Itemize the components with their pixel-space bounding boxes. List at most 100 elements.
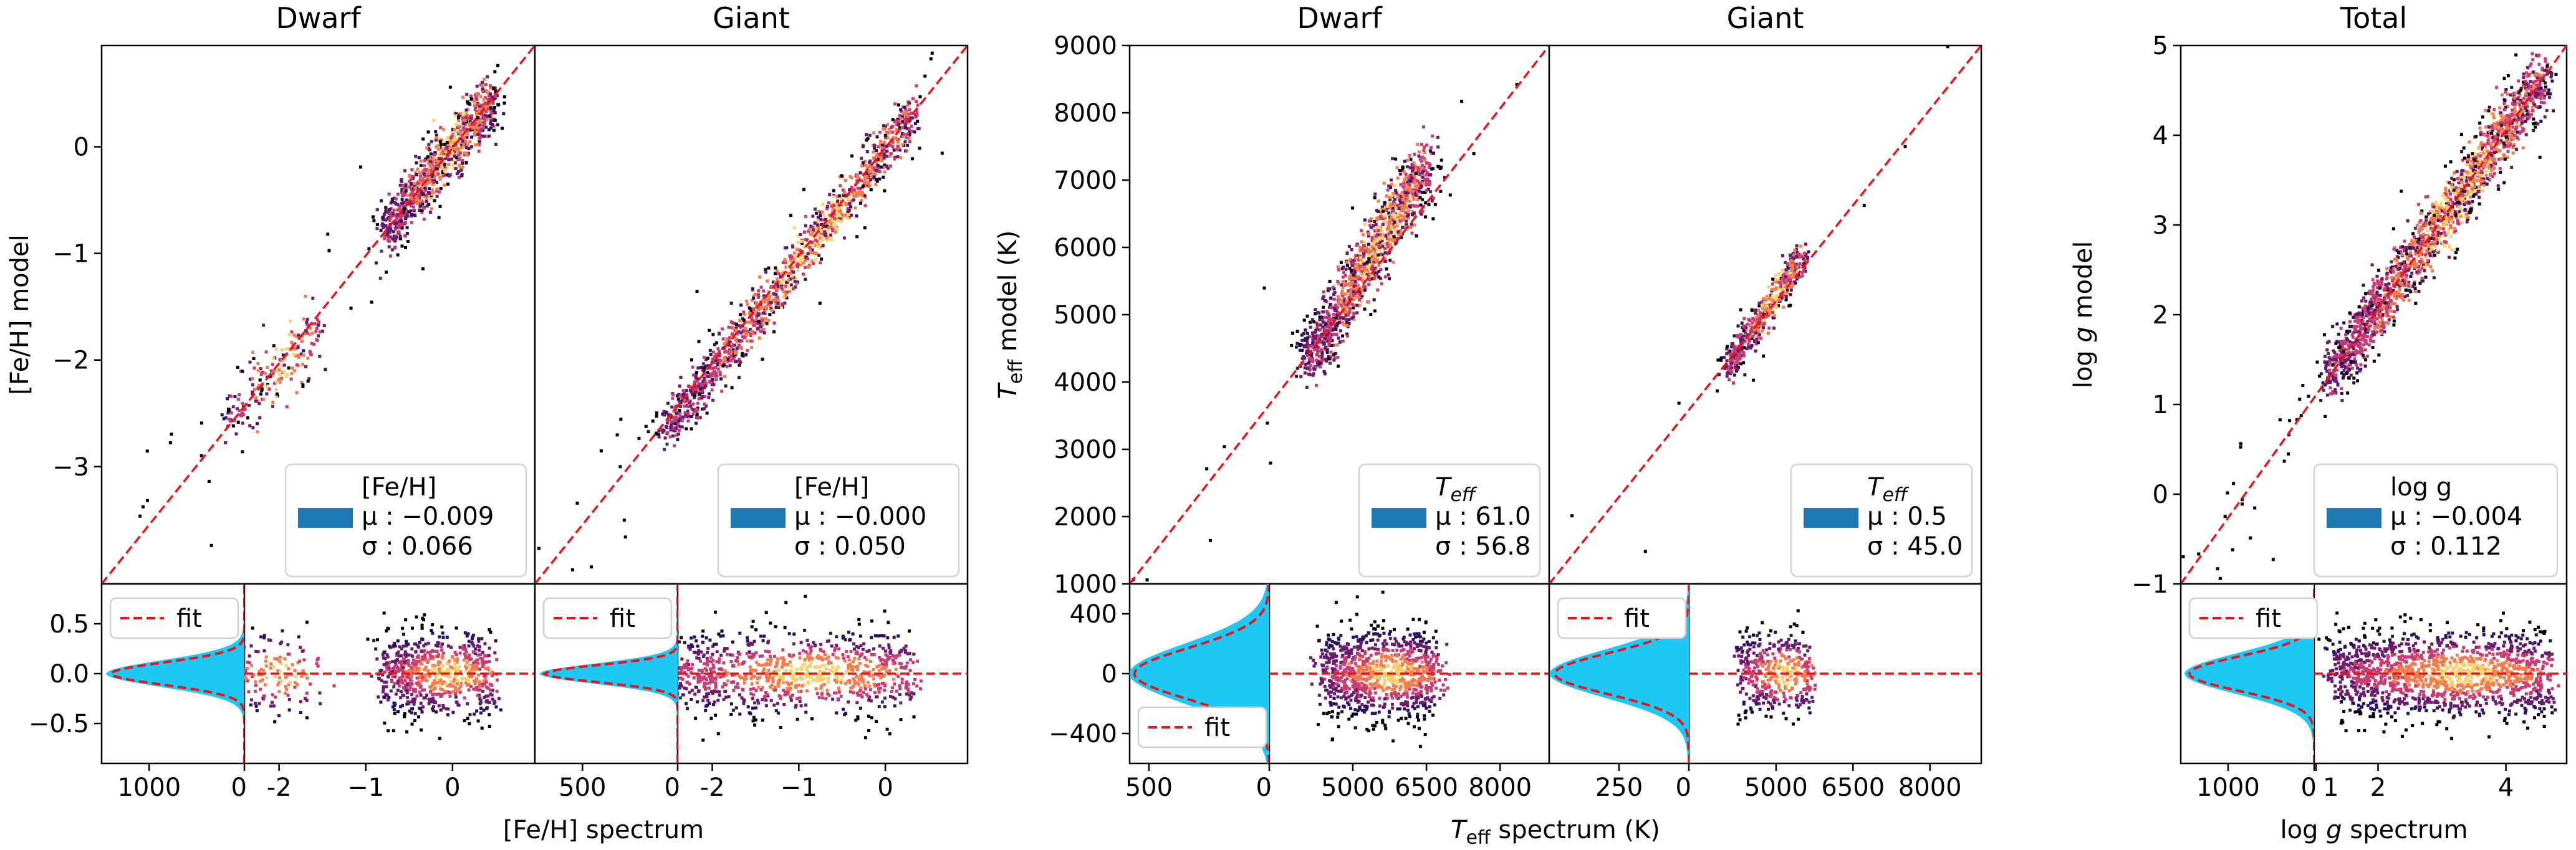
outlier-point <box>493 70 497 74</box>
scatter-point <box>478 136 482 140</box>
scatter-point <box>473 131 476 135</box>
scatter-point <box>1429 190 1433 194</box>
scatter-point <box>487 106 491 110</box>
scatter-point <box>392 196 396 200</box>
scatter-point <box>883 125 887 128</box>
scatter-point <box>765 298 769 302</box>
residual-point <box>678 631 679 634</box>
scatter-point <box>403 221 407 224</box>
scatter-point <box>728 340 732 344</box>
scatter-point <box>875 178 878 181</box>
scatter-point <box>438 204 442 208</box>
scatter-point <box>447 163 451 166</box>
residual-point <box>392 729 395 733</box>
scatter-point <box>464 146 468 150</box>
residual-point <box>275 657 279 661</box>
residual-point <box>759 688 763 692</box>
scatter-point <box>1314 312 1317 315</box>
scatter-point <box>434 167 438 171</box>
scatter-point <box>443 183 446 187</box>
residual-point <box>729 653 733 657</box>
scatter-point <box>800 242 804 246</box>
residual-point <box>277 680 281 684</box>
residual-point <box>678 684 681 688</box>
residual-point <box>272 704 276 708</box>
scatter-point <box>850 194 854 198</box>
residual-point <box>411 654 415 658</box>
residual-point <box>406 642 410 646</box>
residual-point <box>690 643 693 647</box>
scatter-point <box>699 387 703 391</box>
residual-point <box>859 644 863 647</box>
outlier-point <box>619 418 623 421</box>
scatter-point <box>384 208 388 211</box>
residual-point <box>405 691 409 695</box>
scatter-point <box>723 356 726 360</box>
panel-title: Giant <box>713 1 790 35</box>
legend-label: [Fe/H] <box>362 473 436 502</box>
residual-point <box>408 709 411 713</box>
scatter-point <box>914 115 918 119</box>
scatter-point <box>678 409 681 413</box>
scatter-point <box>733 343 736 347</box>
scatter-point <box>825 207 829 211</box>
scatter-point <box>1325 348 1329 351</box>
scatter-point <box>822 236 825 239</box>
scatter-point <box>822 225 826 229</box>
scatter-point <box>759 325 763 329</box>
scatter-point <box>502 101 506 105</box>
residual-point <box>476 719 480 723</box>
scatter-point <box>461 165 464 169</box>
residual-point <box>403 712 406 715</box>
scatter-point <box>454 114 458 118</box>
scatter-point <box>763 310 767 314</box>
scatter-point <box>781 295 785 298</box>
residual-point <box>465 671 469 674</box>
scatter-point <box>671 393 675 396</box>
residual-point <box>863 736 867 740</box>
residual-point <box>382 656 386 660</box>
scatter-point <box>410 221 413 224</box>
residual-point <box>811 679 815 682</box>
scatter-point <box>811 243 815 247</box>
scatter-point <box>843 179 847 183</box>
scatter-point <box>459 154 463 158</box>
scatter-point <box>691 413 695 416</box>
residual-point <box>779 697 782 700</box>
residual-point <box>740 696 744 700</box>
scatter-point <box>868 178 872 182</box>
scatter-point <box>678 394 682 398</box>
residual-point <box>767 669 771 672</box>
residual-point <box>429 669 433 672</box>
scatter-point <box>409 177 413 181</box>
residual-point <box>390 670 394 674</box>
scatter-point <box>1403 206 1406 209</box>
scatter-point <box>1367 274 1370 277</box>
scatter-point <box>770 308 774 312</box>
residual-point <box>402 657 406 661</box>
scatter-point <box>774 266 777 270</box>
residual-point <box>705 657 709 661</box>
scatter-point <box>830 218 834 222</box>
scatter-point <box>901 132 905 136</box>
scatter-point <box>809 224 813 228</box>
outlier-point <box>138 514 142 518</box>
scatter-point <box>670 423 673 427</box>
residual-point <box>749 677 753 680</box>
scatter-point <box>704 404 708 408</box>
scatter-point <box>750 298 754 302</box>
scatter-point <box>723 360 726 363</box>
scatter-point <box>676 437 680 441</box>
scatter-point <box>418 171 422 174</box>
scatter-point <box>771 298 775 302</box>
residual-point <box>468 670 472 674</box>
scatter-point <box>848 188 852 191</box>
residual-point <box>840 674 844 677</box>
scatter-point <box>1377 199 1380 203</box>
residual-point <box>254 684 257 687</box>
residual-point <box>897 653 901 657</box>
residual-point <box>851 632 855 636</box>
scatter-point <box>789 277 792 281</box>
residual-point <box>757 685 761 689</box>
residual-point <box>722 697 726 701</box>
